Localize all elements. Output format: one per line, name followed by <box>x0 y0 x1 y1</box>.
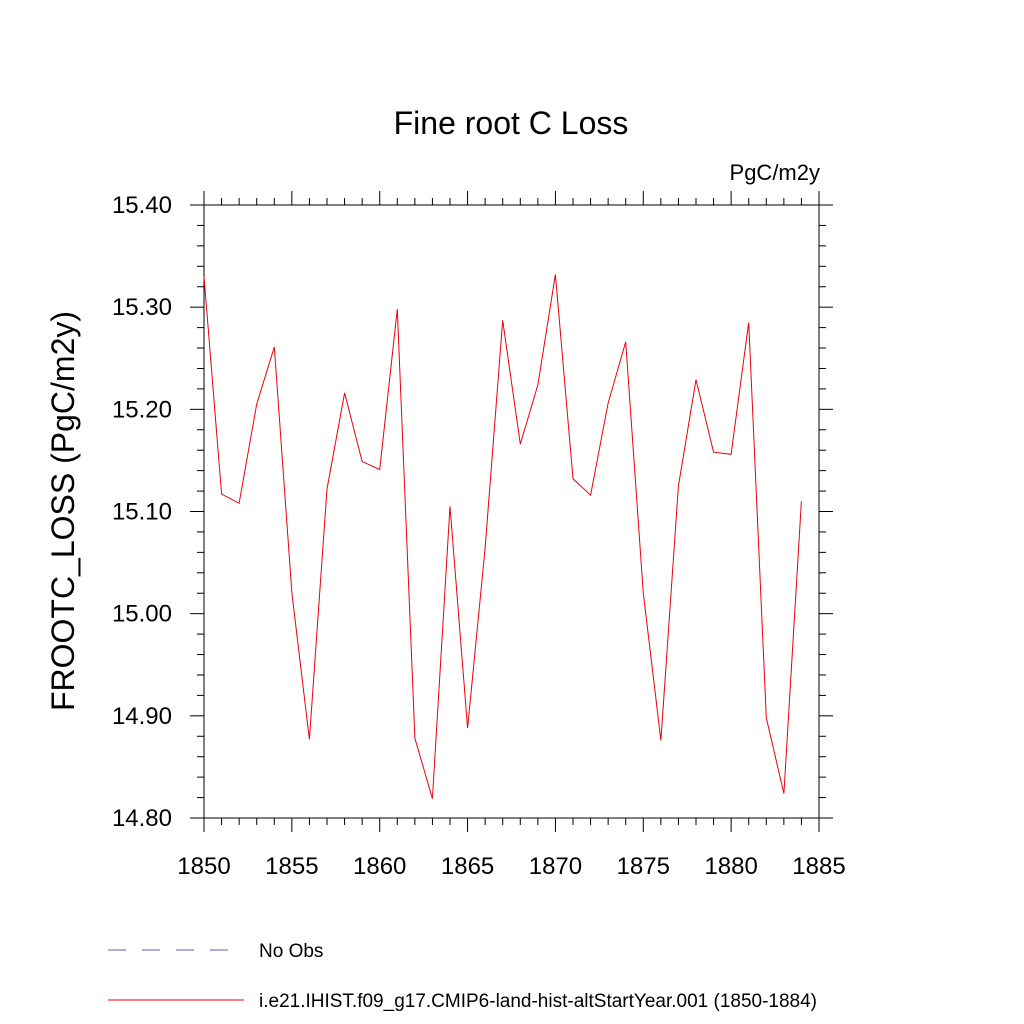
y-tick-label: 15.40 <box>112 192 172 219</box>
legend-label: No Obs <box>259 941 323 962</box>
units-label: PgC/m2y <box>730 160 820 185</box>
plot-area <box>203 204 820 819</box>
y-axis-label: FROOTC_LOSS (PgC/m2y) <box>45 311 81 711</box>
plot-frame <box>203 204 820 819</box>
chart-title: Fine root C Loss <box>394 105 629 141</box>
x-tick-label: 1860 <box>353 853 406 880</box>
y-tick-label: 14.80 <box>112 805 172 832</box>
x-tick-label: 1855 <box>265 853 318 880</box>
x-tick-label: 1865 <box>441 853 494 880</box>
x-tick-label: 1875 <box>617 853 670 880</box>
y-tick-label: 15.20 <box>112 396 172 423</box>
y-tick-label: 15.00 <box>112 601 172 628</box>
y-axis: 14.80 14.90 15.00 15.10 15.20 15.30 15.40 <box>112 192 833 832</box>
y-tick-label: 14.90 <box>112 703 172 730</box>
x-tick-label: 1850 <box>177 853 230 880</box>
x-axis: 1850 1855 1860 1865 1870 1875 1880 1885 <box>177 191 846 880</box>
y-tick-label: 15.10 <box>112 499 172 526</box>
legend: No Obs i.e21.IHIST.f09_g17.CMIP6-land-his… <box>108 941 817 1012</box>
x-tick-label: 1885 <box>792 853 845 880</box>
x-tick-label: 1880 <box>704 853 757 880</box>
x-tick-label: 1870 <box>529 853 582 880</box>
legend-label: i.e21.IHIST.f09_g17.CMIP6-land-hist-altS… <box>259 991 817 1012</box>
series-line <box>203 274 802 799</box>
y-tick-label: 15.30 <box>112 294 172 321</box>
